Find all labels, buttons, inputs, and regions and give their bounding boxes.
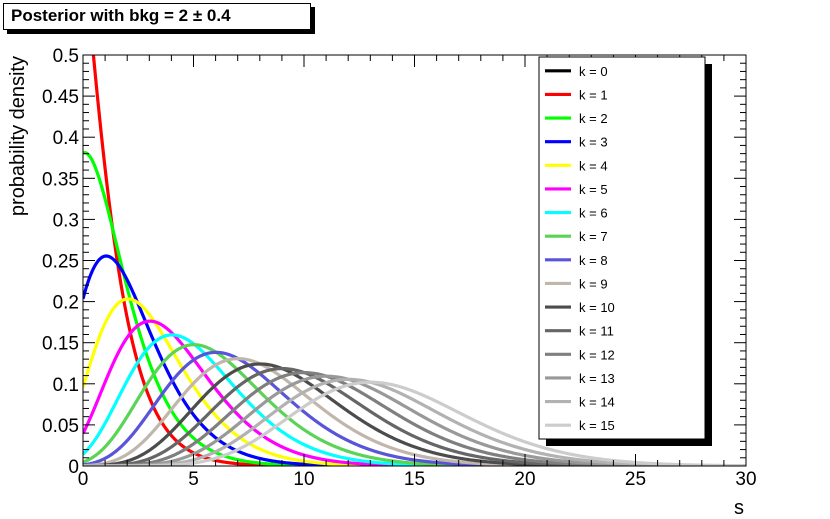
x-tick-label: 15 — [404, 469, 425, 490]
x-tick-label: 25 — [625, 469, 646, 490]
legend-label: k = 15 — [579, 418, 615, 433]
chart-title: Posterior with bkg = 2 ± 0.4 — [11, 6, 231, 25]
x-tick-label: 10 — [293, 469, 314, 490]
x-tick-label: 30 — [735, 469, 756, 490]
legend-box — [538, 56, 706, 440]
x-tick-label: 5 — [188, 469, 199, 490]
legend-label: k = 10 — [579, 300, 615, 315]
y-tick-label: 0 — [68, 457, 79, 478]
legend-label: k = 6 — [579, 206, 608, 221]
legend-label: k = 8 — [579, 253, 608, 268]
legend-label: k = 7 — [579, 229, 608, 244]
legend-label: k = 5 — [579, 182, 608, 197]
legend-label: k = 13 — [579, 371, 615, 386]
legend-label: k = 11 — [579, 324, 614, 339]
legend-label: k = 0 — [579, 64, 608, 79]
y-tick-label: 0.15 — [42, 334, 79, 355]
y-tick-label: 0.1 — [53, 375, 79, 396]
y-axis-label: probability density — [7, 56, 29, 216]
x-axis-label: s — [734, 497, 744, 519]
x-tick-label: 20 — [514, 469, 535, 490]
legend-label: k = 12 — [579, 347, 615, 362]
x-tick-label: 0 — [78, 469, 89, 490]
y-tick-label: 0.2 — [53, 293, 79, 314]
y-tick-label: 0.4 — [53, 128, 80, 149]
legend-label: k = 1 — [579, 87, 608, 102]
y-tick-label: 0.45 — [42, 87, 79, 108]
legend-label: k = 9 — [579, 276, 608, 291]
y-tick-label: 0.3 — [53, 210, 79, 231]
legend-label: k = 4 — [579, 158, 608, 173]
legend-label: k = 14 — [579, 395, 615, 410]
y-tick-label: 0.35 — [42, 169, 79, 190]
legend-label: k = 3 — [579, 135, 608, 150]
y-tick-label: 0.25 — [42, 252, 79, 273]
chart-title-frame — [3, 3, 311, 30]
legend-label: k = 2 — [579, 111, 608, 126]
y-tick-label: 0.05 — [42, 416, 79, 437]
y-tick-label: 0.5 — [53, 46, 79, 67]
